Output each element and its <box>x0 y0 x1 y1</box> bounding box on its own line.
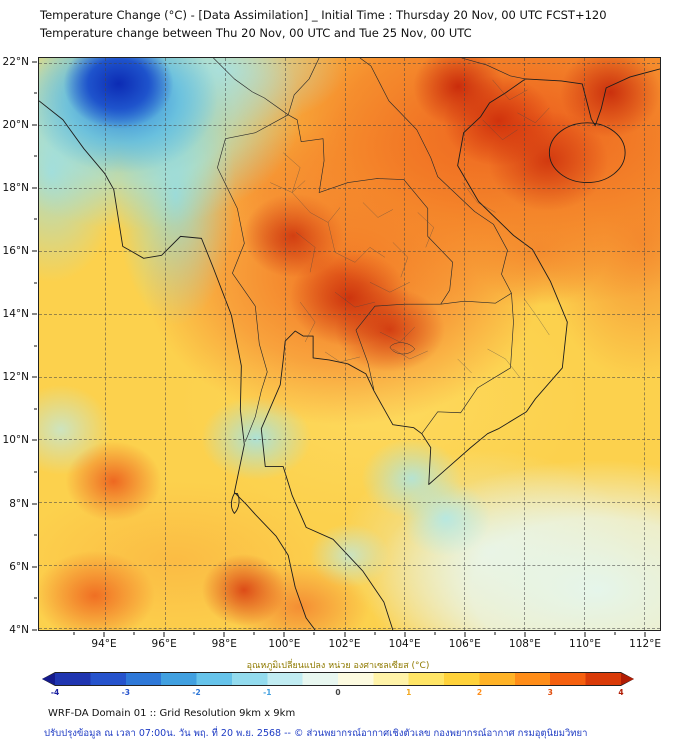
hainan-island <box>548 122 626 184</box>
lat-tick-mark <box>32 439 37 441</box>
lat-tick-label: 4°N <box>9 623 29 636</box>
lat-tick-label: 20°N <box>2 118 29 131</box>
lon-tick-label: 94°E <box>91 638 117 650</box>
lat-tick-label: 10°N <box>2 434 29 447</box>
lon-tick-mark-minor <box>253 632 255 635</box>
colorbar <box>42 672 634 686</box>
colorbar-tick-label: -2 <box>192 688 201 697</box>
tonle-sap-lake <box>389 342 416 355</box>
lat-tick-mark-minor <box>34 597 37 599</box>
lon-tick-mark <box>524 632 526 637</box>
lon-tick-mark <box>283 632 285 637</box>
colorbar-tick-label: 3 <box>547 688 553 697</box>
border-vietnam-china <box>461 58 526 80</box>
lat-tick-mark-minor <box>34 534 37 536</box>
lat-tick-label: 6°N <box>9 560 29 573</box>
colorbar-tick-label: -3 <box>121 688 130 697</box>
page-subtitle: Temperature change between Thu 20 Nov, 0… <box>40 26 472 40</box>
lon-tick-mark <box>344 632 346 637</box>
lat-tick-label: 16°N <box>2 245 29 257</box>
border-laos-cambodia <box>440 292 512 305</box>
border-thailand-myanmar <box>217 114 289 442</box>
lat-tick-label: 12°N <box>2 371 29 384</box>
longitude-axis: 94°E 96°E 98°E 100°E 102°E 104°E 106°E 108°E 110… <box>38 632 661 652</box>
temperature-field <box>39 58 660 630</box>
border-cambodia-vietnam <box>421 293 514 434</box>
lon-tick-label: 104°E <box>388 638 421 650</box>
lon-tick-mark-minor <box>313 632 315 635</box>
lon-tick-label: 112°E <box>629 638 662 650</box>
colorbar-label: อุณหภูมิเปลี่ยนแปลง หน่วย องศาเซลเซียส (… <box>246 661 430 671</box>
lat-tick-mark <box>32 61 37 63</box>
colorbar-gradient <box>42 673 634 685</box>
lat-tick-label: 18°N <box>2 181 29 194</box>
lon-tick-mark-minor <box>73 632 75 635</box>
colorbar-tick-label: 2 <box>476 688 483 697</box>
lon-tick-mark-minor <box>554 632 556 635</box>
lat-tick-mark <box>32 124 37 126</box>
lon-tick-label: 98°E <box>211 638 237 650</box>
colorbar-tick-label: -1 <box>263 688 272 697</box>
lon-tick-label: 108°E <box>508 638 541 650</box>
colorbar-tick-label: -4 <box>50 688 60 697</box>
latitude-axis: 22°N 20°N 18°N 16°N 14°N 12°N 10°N 8°N 6°N 4°N <box>0 55 37 636</box>
lat-tick-mark <box>32 313 37 315</box>
border-thailand-laos <box>288 114 453 305</box>
coastline-west <box>39 100 316 630</box>
colorbar-ticks: -4 -3 -2 -1 0 1 2 3 4 <box>42 688 634 698</box>
map-canvas <box>38 57 661 631</box>
lon-tick-mark-minor <box>193 632 195 635</box>
lon-tick-label: 96°E <box>151 638 177 650</box>
phuket-island <box>230 493 240 514</box>
lon-tick-mark-minor <box>133 632 135 635</box>
lat-tick-mark-minor <box>34 218 37 220</box>
border-myanmar-china <box>213 58 289 116</box>
provincial-boundaries <box>270 79 550 378</box>
lat-tick-mark <box>32 187 37 189</box>
lon-tick-label: 102°E <box>328 638 361 650</box>
lon-tick-mark-minor <box>434 632 436 635</box>
lat-tick-mark-minor <box>34 471 37 473</box>
lon-tick-mark <box>584 632 586 637</box>
lon-tick-mark <box>103 632 105 637</box>
colorbar-tick-label: 1 <box>406 688 412 697</box>
lon-tick-mark <box>644 632 646 637</box>
border-thailand-cambodia <box>355 303 441 390</box>
lon-tick-mark-minor <box>494 632 496 635</box>
lat-tick-label: 8°N <box>9 497 29 510</box>
lon-tick-mark <box>163 632 165 637</box>
lat-tick-label: 14°N <box>2 308 29 321</box>
lon-tick-label: 100°E <box>268 638 301 650</box>
lat-tick-label: 22°N <box>2 55 29 68</box>
coastline-borders-layer <box>39 58 660 630</box>
lat-tick-mark <box>32 503 37 505</box>
border-laos-vietnam <box>359 58 512 294</box>
lat-tick-mark-minor <box>34 282 37 284</box>
footer-update-info: ปรับปรุงข้อมูล ณ เวลา 07:00น. วัน พฤ. ที… <box>44 728 588 739</box>
colorbar-tick-label: 0 <box>335 688 341 697</box>
page-title: Temperature Change (°C) - [Data Assimila… <box>40 8 607 22</box>
lat-tick-mark-minor <box>34 345 37 347</box>
lat-tick-mark-minor <box>34 92 37 94</box>
lat-tick-mark <box>32 629 37 631</box>
lon-tick-label: 110°E <box>569 638 601 650</box>
lon-tick-mark <box>223 632 225 637</box>
lon-tick-label: 106°E <box>448 638 481 650</box>
lat-tick-mark-minor <box>34 408 37 410</box>
colorbar-tick-label: 4 <box>618 688 624 697</box>
lon-tick-mark <box>404 632 406 637</box>
lon-tick-mark-minor <box>614 632 616 635</box>
lon-tick-mark <box>464 632 466 637</box>
lat-tick-mark <box>32 566 37 568</box>
coastline-east <box>260 68 660 630</box>
border-myanmar-laos <box>287 58 320 115</box>
lat-tick-mark <box>32 250 37 252</box>
lat-tick-mark <box>32 376 37 378</box>
lon-tick-mark-minor <box>374 632 376 635</box>
footer-domain-info: WRF-DA Domain 01 :: Grid Resolution 9km … <box>48 708 296 719</box>
lat-tick-mark-minor <box>34 155 37 157</box>
